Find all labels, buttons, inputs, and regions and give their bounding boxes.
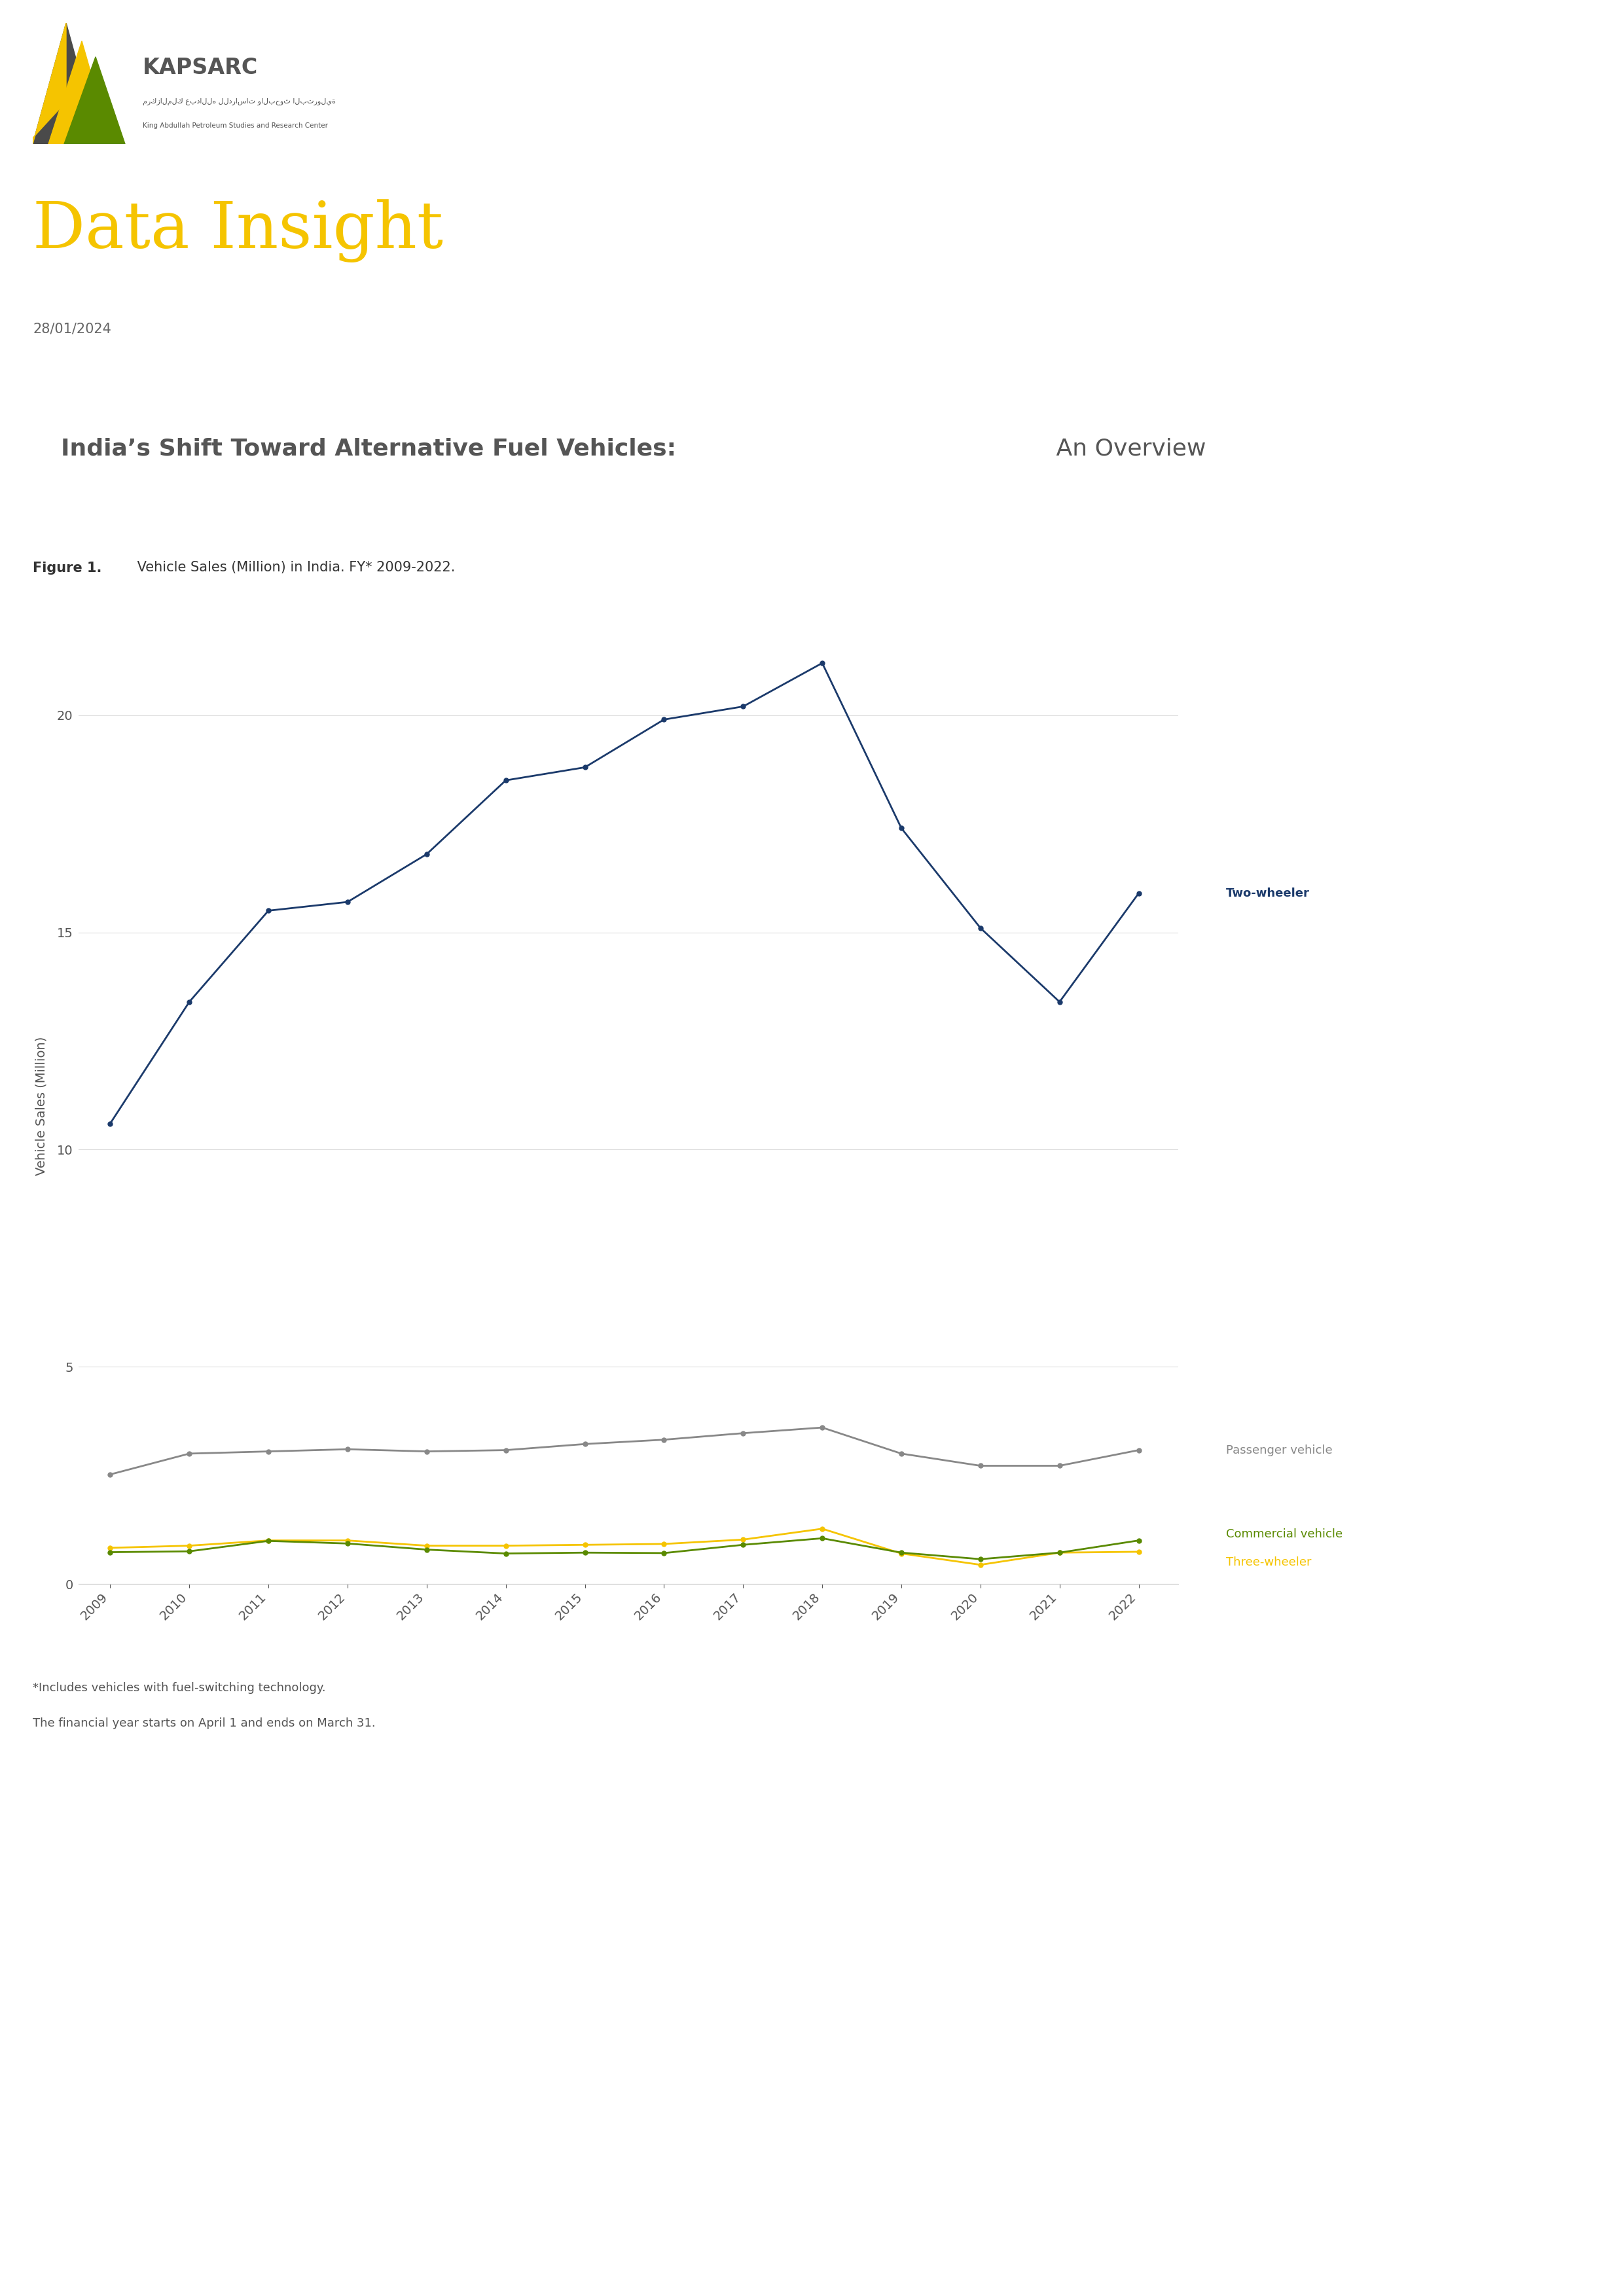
Text: KAPSARC: KAPSARC <box>143 57 258 78</box>
Text: مركزالملك عبدالله للدراسات والبحوث البترولية: مركزالملك عبدالله للدراسات والبحوث البتر… <box>143 99 336 106</box>
Text: King Abdullah Petroleum Studies and Research Center: King Abdullah Petroleum Studies and Rese… <box>143 122 328 129</box>
Text: Two-wheeler: Two-wheeler <box>1226 886 1309 900</box>
Text: India’s Shift Toward Alternative Fuel Vehicles:: India’s Shift Toward Alternative Fuel Ve… <box>60 436 676 459</box>
Text: *Includes vehicles with fuel-switching technology.: *Includes vehicles with fuel-switching t… <box>32 1683 326 1694</box>
Polygon shape <box>65 57 125 145</box>
Text: Commercial vehicle: Commercial vehicle <box>1226 1529 1343 1541</box>
Y-axis label: Vehicle Sales (Million): Vehicle Sales (Million) <box>36 1035 47 1176</box>
Polygon shape <box>49 41 112 145</box>
Text: The financial year starts on April 1 and ends on March 31.: The financial year starts on April 1 and… <box>32 1717 375 1729</box>
Text: Figure 1.: Figure 1. <box>32 560 102 574</box>
Text: Data Insight: Data Insight <box>32 200 443 262</box>
Polygon shape <box>32 23 67 145</box>
Text: Three-wheeler: Three-wheeler <box>1226 1557 1311 1568</box>
Polygon shape <box>32 23 99 145</box>
Text: 28/01/2024: 28/01/2024 <box>32 321 110 335</box>
Text: Passenger vehicle: Passenger vehicle <box>1226 1444 1332 1456</box>
Text: An Overview: An Overview <box>1049 436 1207 459</box>
Text: Vehicle Sales (Million) in India. FY* 2009-2022.: Vehicle Sales (Million) in India. FY* 20… <box>133 560 455 574</box>
